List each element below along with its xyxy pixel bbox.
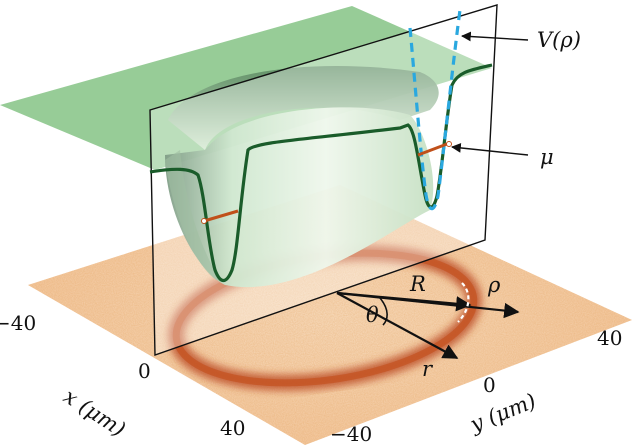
- y-axis-title: y (μm): [466, 389, 539, 437]
- chemical-potential-dot-right: [446, 141, 452, 147]
- chemical-potential-line-right: [417, 142, 448, 157]
- r-label: r: [422, 357, 434, 381]
- potential-dashed-curve: [408, 9, 462, 211]
- x-tick-1: −40: [0, 311, 36, 335]
- y-tick-2: 0: [483, 373, 496, 397]
- mu-label: μ: [540, 145, 554, 169]
- rho-label: ρ: [487, 273, 501, 297]
- chemical-potential-dot-left: [201, 218, 207, 224]
- x-tick-2: 0: [138, 359, 151, 383]
- floor-vectors: [336, 282, 520, 359]
- slice-plane: [149, 4, 498, 356]
- x-axis-title: x (μm): [59, 384, 129, 441]
- x-tick-3: 40: [220, 416, 245, 440]
- potential-label: V(ρ): [537, 28, 581, 52]
- density-floor: [28, 185, 632, 445]
- chemical-potential-line-left: [203, 209, 239, 223]
- y-tick-3: 40: [597, 326, 622, 350]
- potential-profile-curve: [149, 63, 493, 283]
- theta-label: θ: [366, 303, 379, 327]
- mu-callout-arrow: [451, 143, 529, 156]
- y-tick-1: −40: [330, 422, 372, 446]
- radius-label: R: [409, 272, 426, 296]
- potential-callout-arrow: [461, 31, 529, 42]
- potential-surface: [0, 6, 492, 288]
